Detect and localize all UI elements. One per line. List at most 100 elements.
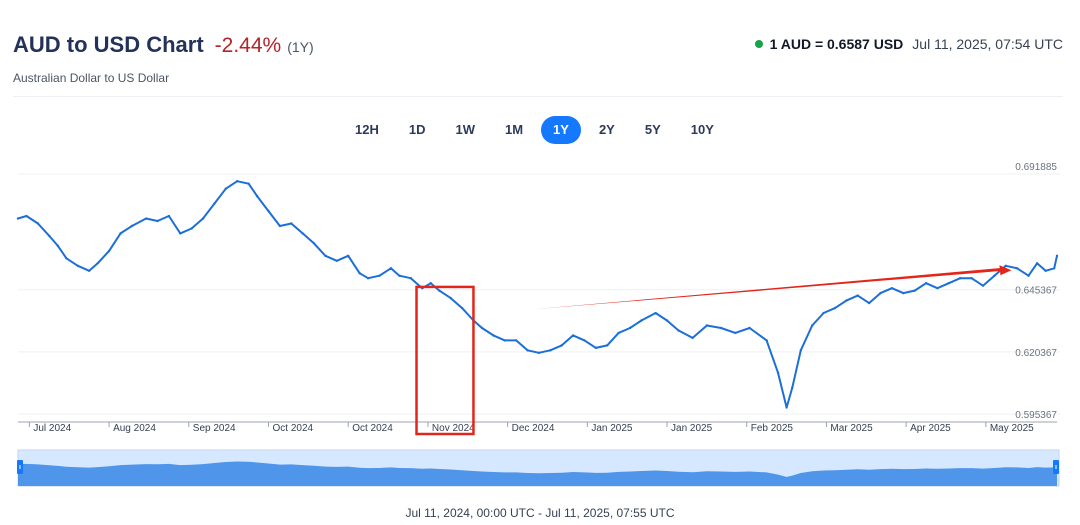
y-tick-label: 0.645367 xyxy=(1015,286,1057,297)
data-point xyxy=(1044,269,1047,272)
data-point xyxy=(255,194,259,198)
percent-change: -2.44% xyxy=(214,34,282,57)
data-point xyxy=(179,232,182,235)
data-point xyxy=(617,331,620,335)
data-point xyxy=(526,349,529,352)
navigator-left-handle[interactable] xyxy=(17,460,23,474)
data-point xyxy=(665,319,669,322)
y-tick-label: 0.620367 xyxy=(1015,348,1057,359)
tab-12h[interactable]: 12H xyxy=(355,122,379,137)
data-point xyxy=(130,224,134,228)
data-point xyxy=(36,222,40,225)
x-tick-label: Oct 2024 xyxy=(352,423,393,434)
data-point xyxy=(583,339,586,342)
data-point xyxy=(822,311,825,315)
annotation-highlight-box xyxy=(415,285,475,436)
data-point xyxy=(776,371,780,374)
data-point xyxy=(247,182,250,185)
data-point xyxy=(549,349,552,352)
data-point xyxy=(1004,264,1007,267)
data-point xyxy=(571,334,575,337)
data-point xyxy=(48,234,51,238)
data-point xyxy=(856,294,859,297)
tab-1d[interactable]: 1D xyxy=(408,122,426,137)
data-point xyxy=(640,319,643,322)
tab-5y[interactable]: 5Y xyxy=(644,122,661,137)
x-tick-label: Aug 2024 xyxy=(113,423,156,434)
data-point xyxy=(799,349,803,352)
data-point xyxy=(765,339,768,342)
data-point xyxy=(449,296,452,300)
navigator-right-handle[interactable] xyxy=(1053,460,1059,474)
date-range-label: Jul 11, 2024, 00:00 UTC - Jul 11, 2025, … xyxy=(405,506,675,520)
data-point xyxy=(1015,267,1019,270)
live-rate: 1 AUD = 0.6587 USD Jul 11, 2025, 07:54 U… xyxy=(754,36,1063,52)
tab-1m[interactable]: 1M xyxy=(504,122,524,137)
data-point xyxy=(833,306,837,310)
annotation-trend-arrow xyxy=(533,267,1004,310)
data-point xyxy=(290,222,293,225)
x-tick-label: Feb 2025 xyxy=(751,423,794,434)
data-point xyxy=(677,329,680,332)
data-point xyxy=(936,286,939,290)
data-point xyxy=(190,227,193,230)
tab-2y[interactable]: 2Y xyxy=(598,122,615,137)
data-point xyxy=(867,301,871,305)
data-point xyxy=(845,299,848,302)
data-point xyxy=(366,277,370,280)
data-point xyxy=(924,281,928,285)
data-point xyxy=(514,339,518,342)
data-point xyxy=(398,274,401,277)
x-tick-label: Jul 2024 xyxy=(33,423,71,434)
data-point xyxy=(492,334,495,337)
data-point xyxy=(429,281,432,285)
data-point xyxy=(1027,274,1030,277)
price-line xyxy=(17,180,1058,409)
data-point xyxy=(785,406,788,409)
data-point xyxy=(267,209,270,213)
data-point xyxy=(167,214,171,218)
data-point xyxy=(810,324,814,327)
data-point xyxy=(76,264,79,267)
data-point xyxy=(213,202,216,205)
data-point xyxy=(913,289,916,292)
data-point xyxy=(65,257,68,260)
tab-10y[interactable]: 10Y xyxy=(690,122,714,137)
chart-header: AUD to USD Chart -2.44% (1Y) Australian … xyxy=(0,0,1080,96)
data-point xyxy=(1035,262,1039,265)
data-point xyxy=(691,336,694,340)
x-tick-label: Jan 2025 xyxy=(591,423,633,434)
data-point xyxy=(144,217,148,220)
data-point xyxy=(1055,254,1059,258)
data-point xyxy=(16,217,20,220)
x-tick-label: Oct 2024 xyxy=(272,423,313,434)
data-point xyxy=(981,284,985,287)
tab-1w[interactable]: 1W xyxy=(455,122,475,137)
data-point xyxy=(902,291,905,295)
x-tick-label: May 2025 xyxy=(990,423,1034,434)
data-point xyxy=(235,180,239,183)
data-point xyxy=(278,224,282,228)
data-point xyxy=(890,286,894,290)
y-tick-label: 0.595367 xyxy=(1015,410,1057,421)
data-point xyxy=(119,232,122,235)
data-point xyxy=(96,262,99,265)
price-chart[interactable]: 0.691885 0.645367 0.620367 0.595367 Jul 2024… xyxy=(0,160,1080,500)
tab-1y[interactable]: 1Y xyxy=(541,116,581,144)
data-point xyxy=(947,281,951,285)
data-point xyxy=(312,242,316,245)
data-point xyxy=(606,344,609,347)
data-point xyxy=(719,326,723,330)
data-point xyxy=(970,277,973,280)
data-point xyxy=(1052,267,1056,270)
data-point xyxy=(628,326,632,330)
data-point xyxy=(537,351,541,355)
data-point xyxy=(87,269,91,272)
x-tick-label: Dec 2024 xyxy=(512,423,555,434)
data-point xyxy=(460,306,464,310)
x-tick-label: Apr 2025 xyxy=(910,423,951,434)
data-point xyxy=(378,274,381,277)
x-tick-label: Nov 2024 xyxy=(432,423,475,434)
page-subtitle: Australian Dollar to US Dollar xyxy=(13,71,170,85)
page-title: AUD to USD Chart xyxy=(13,32,204,57)
